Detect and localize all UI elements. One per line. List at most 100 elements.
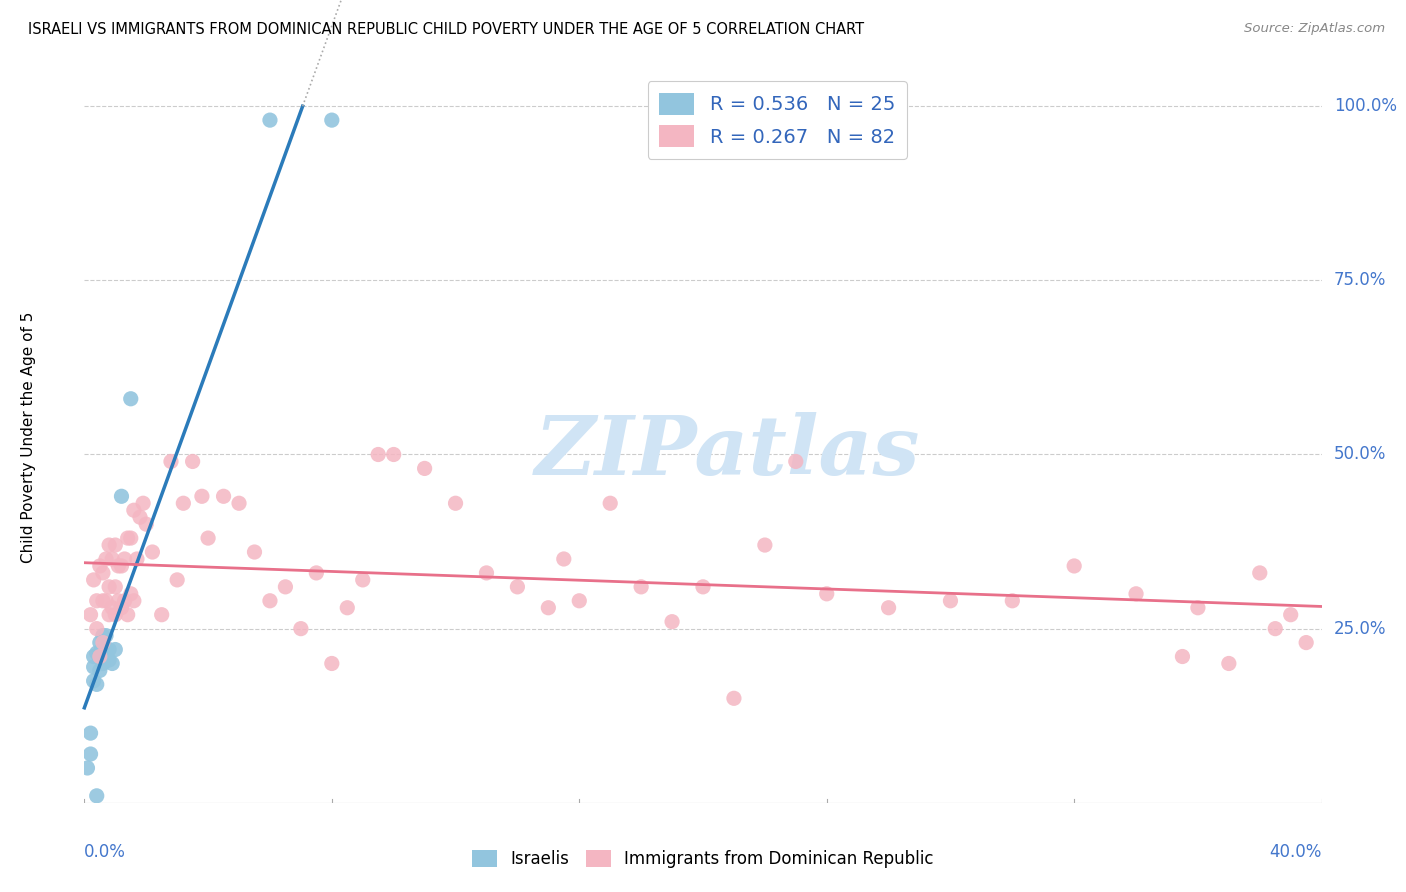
Point xyxy=(661,615,683,629)
Point xyxy=(91,629,114,643)
Point xyxy=(89,558,111,573)
Point xyxy=(553,552,575,566)
Point xyxy=(754,538,776,552)
Point xyxy=(352,573,374,587)
Point xyxy=(630,580,652,594)
Point xyxy=(228,496,250,510)
Point xyxy=(1295,635,1317,649)
Point xyxy=(83,673,105,688)
Point xyxy=(141,545,163,559)
Point xyxy=(101,657,124,671)
Text: Child Poverty Under the Age of 5: Child Poverty Under the Age of 5 xyxy=(21,311,37,563)
Point xyxy=(125,552,148,566)
Point xyxy=(321,657,343,671)
Point xyxy=(107,558,129,573)
Point xyxy=(1218,657,1240,671)
Point xyxy=(1063,558,1085,573)
Text: 40.0%: 40.0% xyxy=(1270,843,1322,861)
Point xyxy=(79,747,101,761)
Point xyxy=(382,448,405,462)
Point xyxy=(91,594,114,608)
Point xyxy=(692,580,714,594)
Point xyxy=(83,573,105,587)
Point xyxy=(98,642,121,657)
Point xyxy=(120,531,142,545)
Point xyxy=(321,113,343,128)
Point xyxy=(104,538,127,552)
Point xyxy=(117,531,139,545)
Point xyxy=(89,646,111,660)
Text: 25.0%: 25.0% xyxy=(1334,620,1386,638)
Point xyxy=(785,454,807,468)
Point xyxy=(191,489,214,503)
Point xyxy=(172,496,194,510)
Point xyxy=(86,646,108,660)
Point xyxy=(1264,622,1286,636)
Point xyxy=(86,594,108,608)
Point xyxy=(723,691,745,706)
Text: ISRAELI VS IMMIGRANTS FROM DOMINICAN REPUBLIC CHILD POVERTY UNDER THE AGE OF 5 C: ISRAELI VS IMMIGRANTS FROM DOMINICAN REP… xyxy=(28,22,865,37)
Text: Source: ZipAtlas.com: Source: ZipAtlas.com xyxy=(1244,22,1385,36)
Point xyxy=(94,642,117,657)
Point xyxy=(1249,566,1271,580)
Point xyxy=(150,607,173,622)
Point xyxy=(537,600,560,615)
Point xyxy=(367,448,389,462)
Point xyxy=(243,545,266,559)
Point xyxy=(259,113,281,128)
Point xyxy=(114,594,136,608)
Point xyxy=(1187,600,1209,615)
Point xyxy=(94,594,117,608)
Point xyxy=(305,566,328,580)
Point xyxy=(132,496,155,510)
Point xyxy=(181,454,204,468)
Point xyxy=(197,531,219,545)
Point xyxy=(877,600,900,615)
Point xyxy=(212,489,235,503)
Point xyxy=(336,600,359,615)
Point xyxy=(122,503,145,517)
Legend: Israelis, Immigrants from Dominican Republic: Israelis, Immigrants from Dominican Repu… xyxy=(465,843,941,875)
Point xyxy=(98,538,121,552)
Point xyxy=(815,587,838,601)
Point xyxy=(91,635,114,649)
Point xyxy=(89,664,111,678)
Point xyxy=(83,649,105,664)
Point xyxy=(135,517,157,532)
Point xyxy=(413,461,436,475)
Point xyxy=(94,552,117,566)
Point xyxy=(290,622,312,636)
Point xyxy=(117,607,139,622)
Point xyxy=(1171,649,1194,664)
Point xyxy=(1279,607,1302,622)
Point xyxy=(104,607,127,622)
Point xyxy=(98,607,121,622)
Point xyxy=(110,558,132,573)
Point xyxy=(506,580,529,594)
Point xyxy=(166,573,188,587)
Point xyxy=(86,789,108,803)
Text: 0.0%: 0.0% xyxy=(84,843,127,861)
Point xyxy=(939,594,962,608)
Point xyxy=(568,594,591,608)
Point xyxy=(94,629,117,643)
Point xyxy=(110,600,132,615)
Point xyxy=(120,392,142,406)
Legend: R = 0.536   N = 25, R = 0.267   N = 82: R = 0.536 N = 25, R = 0.267 N = 82 xyxy=(648,81,907,159)
Point xyxy=(1001,594,1024,608)
Point xyxy=(120,587,142,601)
Point xyxy=(1125,587,1147,601)
Point xyxy=(91,657,114,671)
Point xyxy=(114,552,136,566)
Text: ZIPatlas: ZIPatlas xyxy=(536,412,921,491)
Point xyxy=(91,642,114,657)
Point xyxy=(98,653,121,667)
Point xyxy=(91,566,114,580)
Point xyxy=(89,649,111,664)
Point xyxy=(79,726,101,740)
Point xyxy=(76,761,98,775)
Point xyxy=(86,677,108,691)
Point xyxy=(101,600,124,615)
Point xyxy=(110,489,132,503)
Point xyxy=(475,566,498,580)
